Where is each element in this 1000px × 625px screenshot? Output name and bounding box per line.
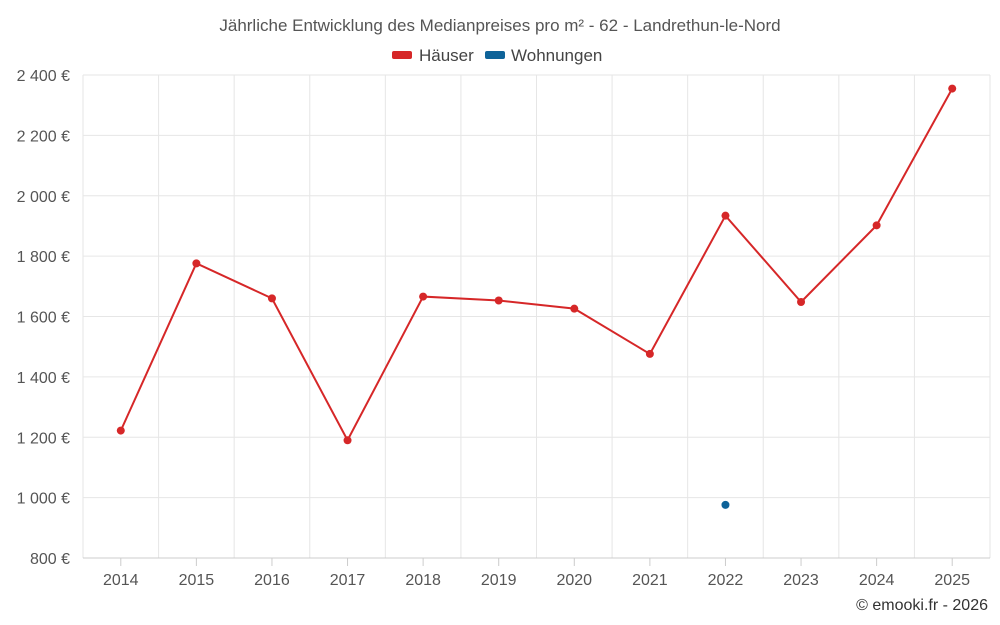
data-point-haeuser-2025[interactable] xyxy=(948,84,957,93)
y-tick-label: 1 200 € xyxy=(17,430,70,447)
data-point-haeuser-2024[interactable] xyxy=(872,221,881,230)
x-tick-label: 2017 xyxy=(330,572,366,589)
data-point-haeuser-2018[interactable] xyxy=(419,292,428,301)
data-point-haeuser-2023[interactable] xyxy=(797,298,806,307)
y-tick-label: 2 000 € xyxy=(17,189,70,206)
y-tick-label: 1 400 € xyxy=(17,370,70,387)
series xyxy=(116,84,957,509)
series-line-haeuser xyxy=(119,88,954,443)
x-tick-label: 2016 xyxy=(254,572,290,589)
legend-label-haeuser[interactable]: Häuser xyxy=(419,46,474,65)
y-tick-label: 1 000 € xyxy=(17,491,70,508)
y-tick-label: 800 € xyxy=(30,551,70,568)
data-point-haeuser-2021[interactable] xyxy=(645,349,654,358)
legend: Häuser Wohnungen xyxy=(392,46,602,65)
axes: 800 € 1 000 € 1 200 € 1 400 € 1 600 € 1 800 €… xyxy=(17,68,990,589)
x-tick-label: 2020 xyxy=(556,572,592,589)
data-point-haeuser-2014[interactable] xyxy=(116,426,125,435)
x-tick-label: 2019 xyxy=(481,572,517,589)
x-tick-label: 2025 xyxy=(934,572,970,589)
data-point-haeuser-2017[interactable] xyxy=(343,436,352,445)
data-point-haeuser-2022[interactable] xyxy=(721,211,730,220)
y-tick-label: 1 600 € xyxy=(17,310,70,327)
credit-text: © emooki.fr - 2026 xyxy=(856,597,988,614)
data-point-haeuser-2020[interactable] xyxy=(570,304,579,313)
x-tick-label: 2023 xyxy=(783,572,819,589)
x-tick-label: 2014 xyxy=(103,572,139,589)
x-tick-label: 2018 xyxy=(405,572,441,589)
y-tick-label: 1 800 € xyxy=(17,249,70,266)
data-point-haeuser-2016[interactable] xyxy=(267,294,276,303)
y-tick-label: 2 200 € xyxy=(17,128,70,145)
x-tick-label: 2015 xyxy=(179,572,215,589)
grid xyxy=(82,74,991,559)
x-tick-label: 2021 xyxy=(632,572,668,589)
data-point-wohnungen-2022[interactable] xyxy=(721,500,730,509)
x-tick-label: 2022 xyxy=(708,572,744,589)
legend-label-wohnungen[interactable]: Wohnungen xyxy=(511,46,602,65)
legend-swatch-wohnungen xyxy=(485,51,505,59)
chart-title: Jährliche Entwicklung des Medianpreises … xyxy=(219,16,780,35)
y-tick-label: 2 400 € xyxy=(17,68,70,85)
x-tick-label: 2024 xyxy=(859,572,895,589)
data-point-haeuser-2019[interactable] xyxy=(494,296,503,305)
legend-swatch-haeuser xyxy=(392,51,412,59)
data-point-haeuser-2015[interactable] xyxy=(192,259,201,268)
